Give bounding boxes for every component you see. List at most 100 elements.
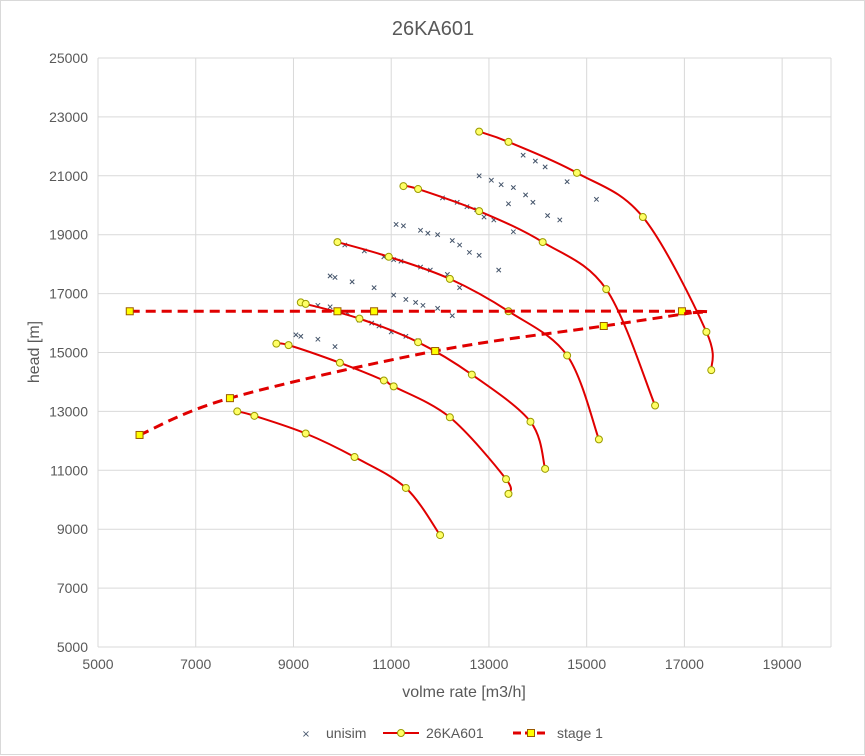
unisim-point-stroke [523,192,529,198]
unisim-point-stroke [564,179,570,185]
y-tick-labels: 5000 7000 9000 11000 13000 15000 17000 19000 210… [49,50,88,655]
unisim-point [393,221,399,227]
unisim-point [298,333,304,339]
unisim-point [449,313,455,319]
curve-point [445,413,454,422]
unisim-point-stroke [435,305,441,311]
stage-point [370,307,379,316]
unisim-point-stroke [532,158,538,164]
curve-point [355,314,364,323]
stage-point [599,321,608,330]
unisim-point-stroke [488,177,494,183]
curve-series [233,127,716,540]
curve-line [478,130,714,371]
unisim-point [400,223,406,229]
y-tick-label: 23000 [49,109,88,125]
curve-point [350,453,359,462]
x-tick-labels: 5000 7000 9000 11000 13000 15000 17000 19000 [82,656,801,672]
unisim-point-stroke [505,201,512,207]
legend-26ka601-label: 26KA601 [426,725,484,741]
x-tick-label: 13000 [469,656,508,672]
unisim-point-stroke [332,344,338,350]
x-tick-label: 19000 [763,656,802,672]
stage-point [225,394,234,403]
unisim-point-stroke [449,313,455,319]
curve-line [276,342,512,495]
unisim-series [293,152,599,350]
curve-point [414,185,423,194]
stage-line [129,309,710,315]
legend-stage-marker [527,729,535,737]
unisim-point [435,305,441,311]
unisim-point-stroke [545,213,551,219]
curve-point [638,213,647,222]
curve-point [272,339,281,348]
unisim-point-stroke [400,223,406,229]
stage-series [125,307,710,439]
stage-point [135,430,144,439]
unisim-point-stroke [413,299,419,305]
unisim-point-stroke [457,285,463,291]
legend-26ka601-marker [397,729,405,737]
legend-stage-label: stage 1 [557,725,603,741]
unisim-point [476,173,482,179]
unisim-point-stroke [520,152,526,158]
curve-point [502,475,511,484]
curve-point [389,382,398,391]
curve-point [333,238,342,247]
curve-point [538,238,547,247]
unisim-point [530,199,536,205]
unisim-point [593,196,599,202]
unisim-point-stroke [391,292,397,298]
unisim-point [327,304,333,310]
unisim-point [545,213,551,219]
y-tick-label: 25000 [49,50,88,66]
curve-point [284,341,293,350]
unisim-point-stroke [510,229,516,235]
curve-point [541,464,550,473]
x-tick-label: 7000 [180,656,211,672]
unisim-point [542,164,548,170]
legend-item-26ka601: 26KA601 [383,725,484,741]
curve-point [233,407,242,416]
unisim-point-stroke [332,274,338,280]
legend-unisim-marker: × [302,729,310,740]
x-tick-label: 17000 [665,656,704,672]
legend-item-unisim: × unisim [302,725,367,741]
unisim-point [564,179,570,185]
unisim-point [476,252,482,258]
unisim-point-stroke [327,273,333,279]
unisim-point [315,336,321,342]
unisim-point [371,285,377,291]
unisim-point [327,273,333,279]
y-tick-label: 15000 [49,345,88,361]
unisim-point [332,274,338,280]
unisim-point-stroke [476,173,482,179]
unisim-point-stroke [420,302,426,308]
curve-point [707,366,716,375]
curve-point [563,351,572,360]
unisim-point-stroke [496,267,502,273]
unisim-point-stroke [425,230,431,236]
y-axis-label: head [m] [26,321,43,383]
chart-title: 26KA601 [392,18,474,40]
y-tick-label: 11000 [50,462,88,478]
curve-point [602,285,611,294]
curve-point [399,182,408,191]
unisim-point [520,152,526,158]
x-tick-label: 9000 [278,656,309,672]
curve-point [475,207,484,216]
curve-point [436,531,445,540]
x-tick-label: 15000 [567,656,606,672]
unisim-point-stroke [466,249,472,255]
curve-line [403,185,657,406]
curve-point [445,274,454,283]
unisim-point-stroke [449,238,455,244]
unisim-point-stroke [444,271,450,278]
curve-point [594,435,603,444]
unisim-point-stroke [298,333,304,339]
unisim-point-stroke [403,296,409,303]
unisim-point-stroke [315,336,321,342]
